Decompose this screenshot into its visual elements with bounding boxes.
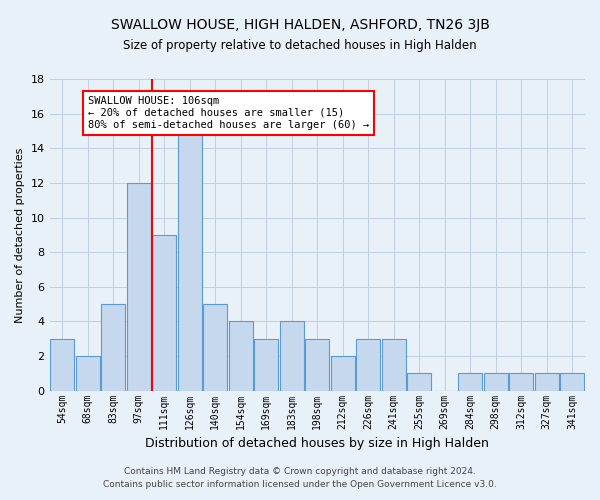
Bar [101, 304, 125, 390]
Bar [203, 304, 227, 390]
Bar [305, 338, 329, 390]
Bar [509, 374, 533, 390]
Bar [127, 183, 151, 390]
Bar [76, 356, 100, 390]
Y-axis label: Number of detached properties: Number of detached properties [15, 147, 25, 322]
Text: SWALLOW HOUSE, HIGH HALDEN, ASHFORD, TN26 3JB: SWALLOW HOUSE, HIGH HALDEN, ASHFORD, TN2… [110, 18, 490, 32]
Bar [152, 235, 176, 390]
Text: Contains HM Land Registry data © Crown copyright and database right 2024.
Contai: Contains HM Land Registry data © Crown c… [103, 468, 497, 489]
Bar [331, 356, 355, 390]
Text: Size of property relative to detached houses in High Halden: Size of property relative to detached ho… [123, 39, 477, 52]
Bar [560, 374, 584, 390]
Bar [254, 338, 278, 390]
Bar [535, 374, 559, 390]
Bar [50, 338, 74, 390]
Bar [407, 374, 431, 390]
Bar [178, 131, 202, 390]
Bar [382, 338, 406, 390]
Bar [484, 374, 508, 390]
Bar [356, 338, 380, 390]
Text: SWALLOW HOUSE: 106sqm
← 20% of detached houses are smaller (15)
80% of semi-deta: SWALLOW HOUSE: 106sqm ← 20% of detached … [88, 96, 369, 130]
Bar [229, 322, 253, 390]
X-axis label: Distribution of detached houses by size in High Halden: Distribution of detached houses by size … [145, 437, 489, 450]
Bar [280, 322, 304, 390]
Bar [458, 374, 482, 390]
